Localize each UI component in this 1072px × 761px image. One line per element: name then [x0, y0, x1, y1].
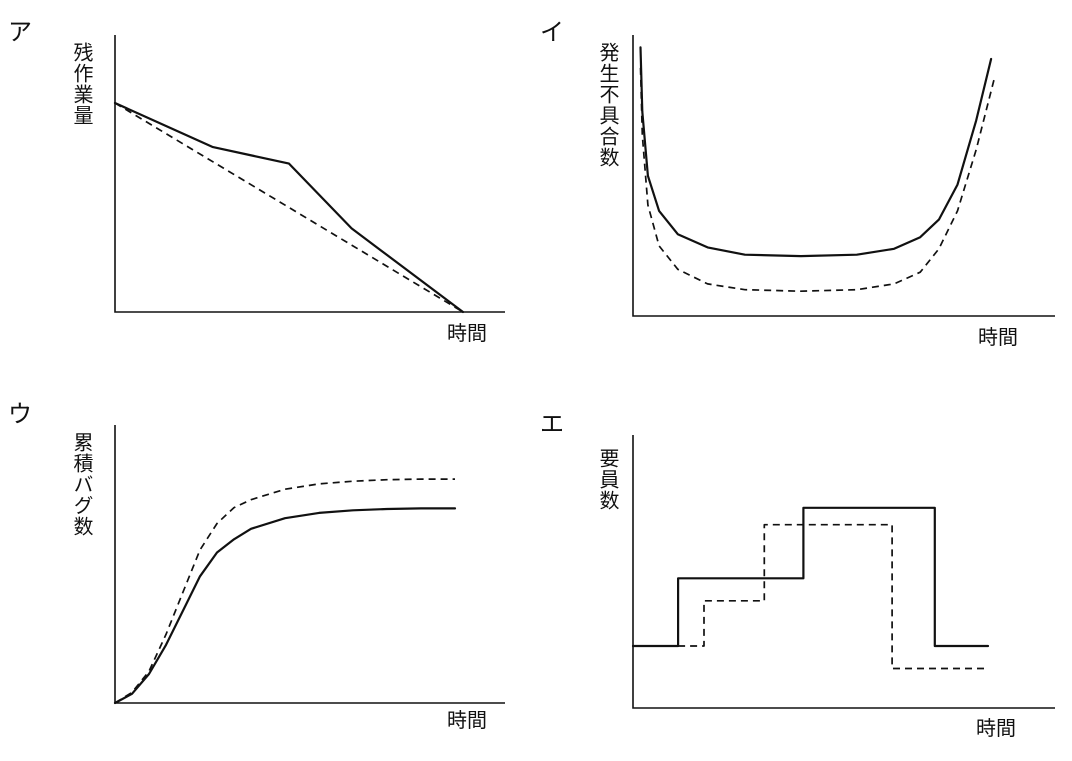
chart-panel-b: イ 発生不具合数 時間: [536, 0, 1072, 380]
axes-d: [632, 435, 1055, 709]
series-line-dashed-d: [678, 523, 988, 670]
series-line-solid-c: [113, 507, 457, 705]
x-axis-label-c: 時間: [447, 708, 487, 732]
chart-panel-d: エ 要員数 時間: [536, 380, 1072, 760]
panel-label-c: ウ: [8, 400, 32, 428]
chart-panel-a: ア 残作業量 時間: [0, 0, 536, 380]
panel-label-a: ア: [8, 18, 32, 46]
series-line-solid-a: [113, 101, 465, 314]
chart-area-a: [113, 35, 505, 314]
panel-label-d: エ: [540, 410, 564, 438]
x-axis-label-d: 時間: [976, 716, 1016, 740]
axes-b: [632, 35, 1055, 317]
series-line-dashed-c: [114, 478, 455, 704]
series-line-solid-b: [639, 46, 993, 258]
y-axis-label-b: 発生不具合数: [596, 42, 620, 168]
chart-panel-c: ウ 累積バグ数 時間: [0, 380, 536, 760]
axes-c: [114, 425, 505, 704]
series-line-dashed-a: [114, 102, 464, 313]
chart-area-c: [113, 425, 505, 705]
axes-a: [114, 35, 505, 313]
chart-area-d: [631, 435, 1055, 709]
panel-label-b: イ: [540, 18, 564, 46]
x-axis-label-b: 時間: [978, 325, 1018, 349]
chart-area-b: [632, 35, 1055, 317]
y-axis-label-c: 累積バグ数: [70, 432, 94, 537]
y-axis-label-a: 残作業量: [70, 42, 94, 126]
series-line-dashed-b: [639, 67, 996, 293]
series-line-solid-d: [631, 506, 990, 648]
y-axis-label-d: 要員数: [596, 448, 620, 511]
x-axis-label-a: 時間: [447, 321, 487, 345]
